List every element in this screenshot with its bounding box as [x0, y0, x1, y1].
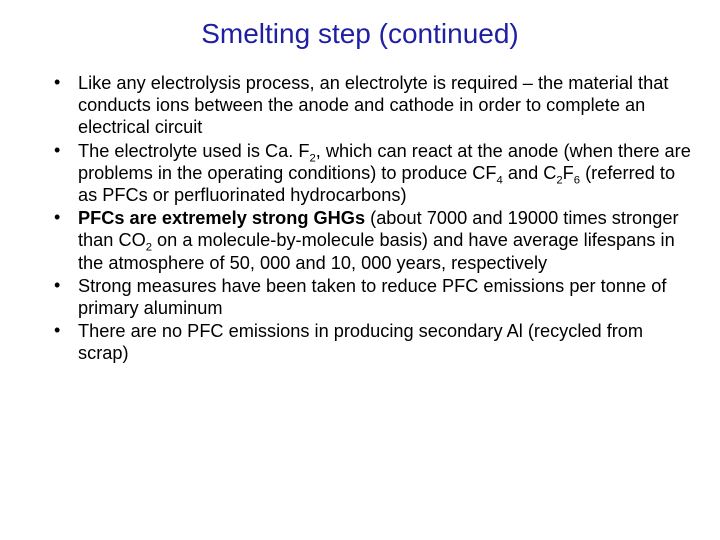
text-segment: Strong measures have been taken to reduc… [78, 276, 666, 318]
bullet-item: There are no PFC emissions in producing … [78, 320, 700, 364]
bullet-item: Like any electrolysis process, an electr… [78, 72, 700, 139]
bullet-item: PFCs are extremely strong GHGs (about 70… [78, 207, 700, 274]
text-segment: There are no PFC emissions in producing … [78, 321, 643, 363]
bullet-list: Like any electrolysis process, an electr… [20, 72, 700, 365]
slide-title: Smelting step (continued) [20, 18, 700, 50]
text-segment: F [563, 163, 574, 183]
text-segment: PFCs are extremely strong GHGs [78, 208, 365, 228]
text-segment: Like any electrolysis process, an electr… [78, 73, 668, 137]
text-segment: The electrolyte used is Ca. F [78, 141, 309, 161]
bullet-item: The electrolyte used is Ca. F2, which ca… [78, 140, 700, 207]
bullet-item: Strong measures have been taken to reduc… [78, 275, 700, 319]
text-segment: on a molecule-by-molecule basis) and hav… [78, 230, 675, 272]
text-segment: and C [503, 163, 557, 183]
